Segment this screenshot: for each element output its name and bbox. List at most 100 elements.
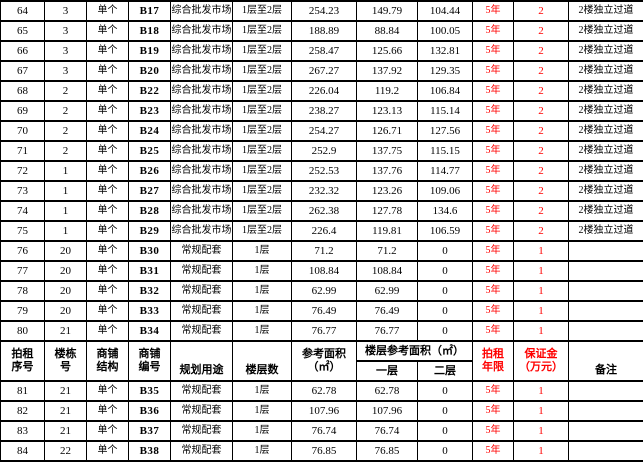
cell-building: 20 [44, 240, 87, 262]
cell-floor2: 0 [417, 240, 473, 262]
cell-floors: 1层至2层 [232, 40, 292, 62]
cell-structure: 单个 [86, 0, 129, 22]
cell-structure: 单个 [86, 20, 129, 42]
header-line: 年限 [482, 361, 504, 373]
table-row: 68 2 单个 B22 综合批发市场 1层至2层 226.04 119.2 106.84 5年 2 2… [0, 80, 643, 102]
cell-structure: 单个 [86, 420, 129, 442]
cell-remark [568, 440, 643, 462]
cell-floor1: 125.66 [356, 40, 418, 62]
cell-deposit: 2 [513, 60, 569, 82]
cell-years: 5年 [472, 240, 514, 262]
cell-code: B26 [128, 160, 171, 182]
cell-seq: 66 [0, 40, 45, 62]
cell-years: 5年 [472, 20, 514, 42]
cell-deposit: 1 [513, 280, 569, 302]
cell-structure: 单个 [86, 100, 129, 122]
cell-building: 21 [44, 420, 87, 442]
cell-area: 188.89 [291, 20, 357, 42]
cell-remark: 2楼独立过道 [568, 40, 643, 62]
cell-floor1: 108.84 [356, 260, 418, 282]
cell-years: 5年 [472, 220, 514, 242]
cell-code: B29 [128, 220, 171, 242]
cell-floor2: 0 [417, 280, 473, 302]
cell-floors: 1层至2层 [232, 80, 292, 102]
cell-use: 常规配套 [170, 280, 233, 302]
header-line: 序号 [11, 361, 34, 373]
cell-remark: 2楼独立过道 [568, 200, 643, 222]
cell-remark: 2楼独立过道 [568, 140, 643, 162]
cell-seq: 71 [0, 140, 45, 162]
column-header-remark: 备注 [568, 340, 643, 382]
cell-floors: 1层 [232, 240, 292, 262]
table-row: 64 3 单个 B17 综合批发市场 1层至2层 254.23 149.79 104.44 5年 2… [0, 0, 643, 22]
cell-remark [568, 260, 643, 282]
cell-floors: 1层 [232, 260, 292, 282]
cell-building: 1 [44, 180, 87, 202]
cell-floor1: 76.77 [356, 320, 418, 342]
cell-years: 5年 [472, 140, 514, 162]
cell-seq: 74 [0, 200, 45, 222]
cell-floor1: 127.78 [356, 200, 418, 222]
cell-use: 综合批发市场 [170, 200, 233, 222]
cell-use: 综合批发市场 [170, 100, 233, 122]
cell-code: B34 [128, 320, 171, 342]
cell-years: 5年 [472, 40, 514, 62]
cell-floors: 1层 [232, 400, 292, 422]
cell-floor2: 100.05 [417, 20, 473, 42]
cell-building: 3 [44, 0, 87, 22]
cell-area: 232.32 [291, 180, 357, 202]
cell-floor2: 0 [417, 420, 473, 442]
cell-seq: 79 [0, 300, 45, 322]
cell-floor2: 115.15 [417, 140, 473, 162]
cell-seq: 82 [0, 400, 45, 422]
table-row: 76 20 单个 B30 常规配套 1层 71.2 71.2 0 5年 1 [0, 240, 643, 262]
column-header-floor-area-group: 楼层参考面积（㎡） [356, 340, 473, 362]
cell-floors: 1层至2层 [232, 60, 292, 82]
cell-deposit: 1 [513, 380, 569, 402]
cell-floor1: 62.78 [356, 380, 418, 402]
cell-years: 5年 [472, 100, 514, 122]
cell-remark: 2楼独立过道 [568, 220, 643, 242]
column-header-structure: 商铺 结构 [86, 340, 129, 382]
cell-floors: 1层至2层 [232, 200, 292, 222]
cell-building: 21 [44, 320, 87, 342]
column-header-seq: 拍租 序号 [0, 340, 45, 382]
cell-area: 254.23 [291, 0, 357, 22]
cell-floor1: 149.79 [356, 0, 418, 22]
cell-code: B31 [128, 260, 171, 282]
cell-deposit: 2 [513, 140, 569, 162]
header-line: 商铺 [96, 348, 119, 361]
cell-remark [568, 420, 643, 442]
cell-code: B35 [128, 380, 171, 402]
cell-code: B37 [128, 420, 171, 442]
cell-building: 2 [44, 140, 87, 162]
cell-deposit: 2 [513, 40, 569, 62]
header-line: 结构 [96, 361, 119, 373]
cell-floor1: 137.75 [356, 140, 418, 162]
cell-floor2: 132.81 [417, 40, 473, 62]
table-row: 74 1 单个 B28 综合批发市场 1层至2层 262.38 127.78 134.6 5年 2 2… [0, 200, 643, 222]
cell-floors: 1层 [232, 440, 292, 462]
cell-deposit: 2 [513, 160, 569, 182]
cell-seq: 67 [0, 60, 45, 82]
cell-seq: 84 [0, 440, 45, 462]
cell-building: 2 [44, 80, 87, 102]
cell-floor1: 123.13 [356, 100, 418, 122]
cell-code: B33 [128, 300, 171, 322]
cell-code: B36 [128, 400, 171, 422]
table-row: 75 1 单个 B29 综合批发市场 1层至2层 226.4 119.81 106.59 5年 2 2… [0, 220, 643, 242]
cell-structure: 单个 [86, 300, 129, 322]
cell-years: 5年 [472, 80, 514, 102]
cell-area: 76.85 [291, 440, 357, 462]
cell-structure: 单个 [86, 220, 129, 242]
cell-remark: 2楼独立过道 [568, 180, 643, 202]
cell-seq: 76 [0, 240, 45, 262]
cell-floor1: 137.76 [356, 160, 418, 182]
cell-code: B20 [128, 60, 171, 82]
cell-floor2: 129.35 [417, 60, 473, 82]
cell-years: 5年 [472, 120, 514, 142]
cell-building: 21 [44, 400, 87, 422]
cell-seq: 68 [0, 80, 45, 102]
cell-remark [568, 320, 643, 342]
